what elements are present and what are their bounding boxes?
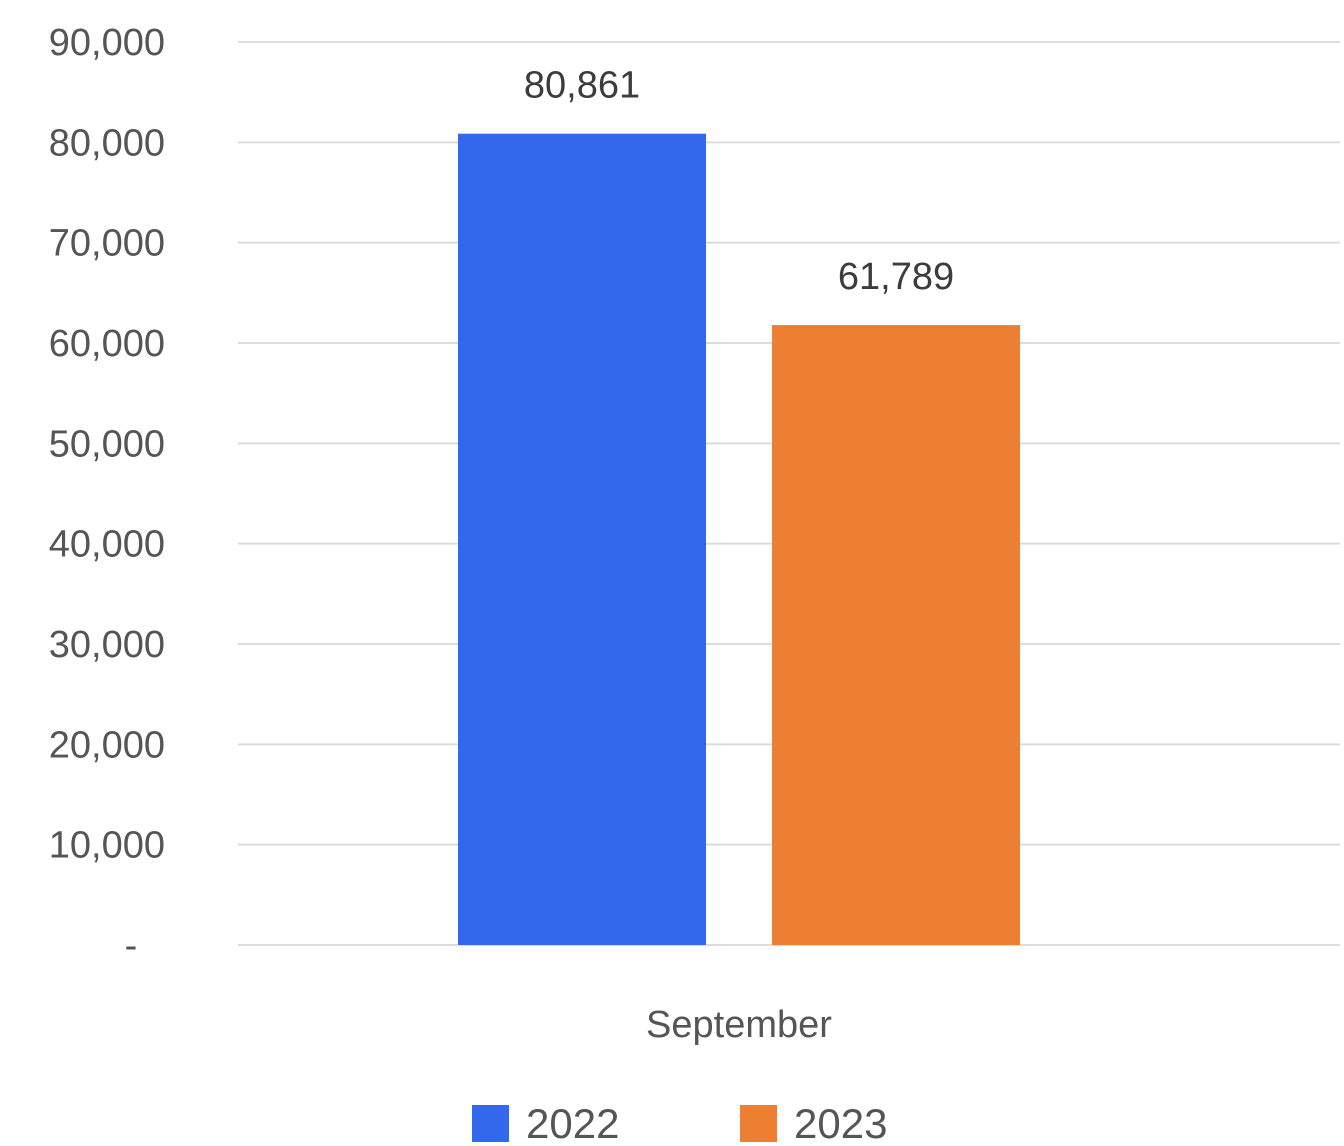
y-tick-label: - [125,925,138,967]
legend-label-2023: 2023 [794,1100,887,1146]
y-axis-tick-labels: - 10,000 20,000 30,000 40,000 50,000 60,000 70,… [49,22,165,967]
bar-2023 [772,325,1020,945]
data-label-2022: 80,861 [524,65,640,107]
legend-label-2022: 2022 [526,1100,619,1146]
y-tick-label: 70,000 [49,223,165,265]
legend-swatch-2022 [472,1105,509,1142]
y-tick-label: 10,000 [49,825,165,867]
legend-swatch-2023 [740,1105,777,1142]
y-tick-label: 40,000 [49,524,165,566]
data-labels: 80,861 61,789 [524,65,954,298]
legend: 2022 2023 [472,1100,887,1146]
y-tick-label: 90,000 [49,22,165,64]
y-tick-label: 20,000 [49,724,165,766]
x-axis-tick-labels: September [646,1004,832,1046]
data-label-2023: 61,789 [838,256,954,298]
y-tick-label: 30,000 [49,624,165,666]
y-tick-label: 50,000 [49,423,165,465]
bar-2022 [458,133,706,945]
y-tick-label: 80,000 [49,122,165,164]
x-tick-label: September [646,1004,832,1046]
bars [458,133,1020,945]
y-tick-label: 60,000 [49,323,165,365]
